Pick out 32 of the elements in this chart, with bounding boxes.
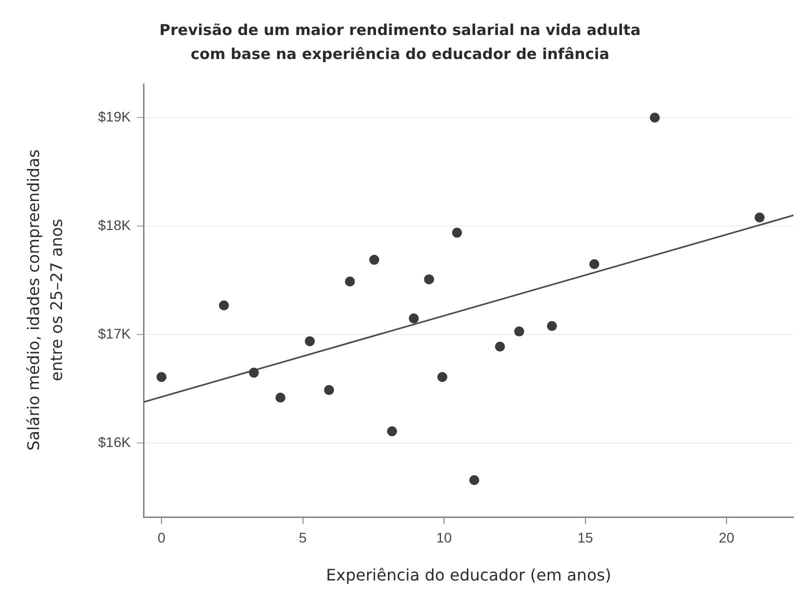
- y-tick-label: $19K: [98, 108, 132, 124]
- x-tick-label: 10: [436, 529, 452, 546]
- point: [304, 336, 315, 346]
- point: [514, 326, 524, 336]
- x-tick-label: 20: [718, 529, 735, 546]
- point: [218, 300, 229, 310]
- point: [469, 475, 480, 486]
- point: [408, 313, 419, 324]
- y-tick-label: $16K: [98, 434, 132, 450]
- point: [589, 259, 600, 270]
- x-tick-label: 5: [298, 529, 307, 546]
- point: [369, 254, 380, 265]
- point: [324, 385, 334, 396]
- point: [650, 112, 660, 123]
- x-tick-label: 0: [158, 529, 166, 546]
- point: [494, 342, 505, 352]
- point: [156, 372, 166, 382]
- x-tick-label: 15: [577, 529, 594, 546]
- point: [248, 368, 259, 378]
- x-axis-title: Experiência do educador (em anos): [326, 566, 612, 585]
- point: [452, 228, 462, 238]
- y-axis-title: Salário médio, idades compreendidas entre os 25–27 anos: [23, 148, 67, 453]
- point: [754, 212, 765, 222]
- y-tick-label: $17K: [98, 326, 132, 342]
- y-tick-label: $18K: [98, 217, 132, 234]
- point: [344, 276, 355, 287]
- chart-title: Previsão de um maior rendimento salarial na vida adulta com base na experiência do educador de infância: [158, 20, 642, 65]
- point: [275, 392, 286, 403]
- point: [387, 426, 398, 436]
- point: [437, 372, 448, 382]
- point: [546, 321, 557, 332]
- point: [424, 274, 434, 284]
